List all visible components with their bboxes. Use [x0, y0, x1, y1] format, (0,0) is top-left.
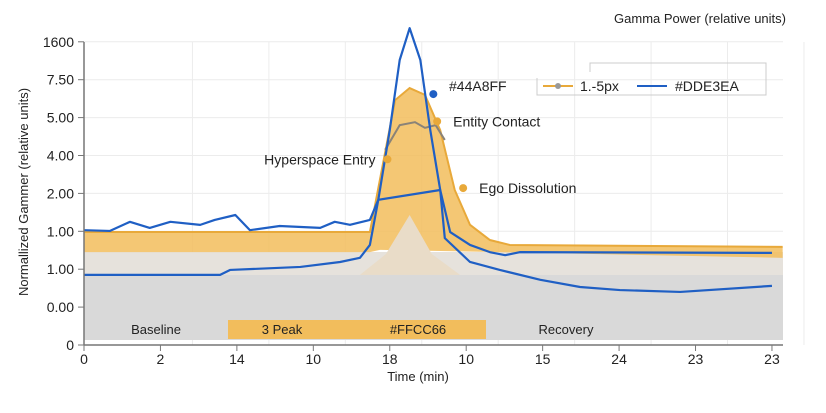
x-tick-label: 10 [458, 351, 474, 367]
y-tick-label: 5.00 [47, 110, 74, 126]
x-ticks: 0 2 14 10 18 10 15 24 23 23 [80, 345, 780, 367]
legend: #44A8FF 1.-5px #DDE3EA [449, 62, 767, 96]
y-tick-label: 1600 [43, 34, 74, 50]
annotation-marker [459, 184, 468, 193]
y-tick-label: 1.00 [47, 261, 74, 277]
orange-band-edge [84, 86, 783, 248]
legend-swatch-2-marker [555, 83, 561, 89]
y-tick-label: 0 [66, 337, 74, 353]
annotation-label: Ego Dissolution [479, 180, 576, 196]
phase-label-peak: 3 Peak [262, 322, 303, 337]
annotation-marker [429, 90, 438, 99]
series-layer [83, 27, 783, 294]
phase-bar: Baseline 3 Peak #FFCC66 Recovery [131, 320, 594, 339]
legend-entry-2: 1.-5px [580, 78, 619, 94]
legend-entry-3: #DDE3EA [675, 78, 739, 94]
x-tick-label: 0 [80, 351, 88, 367]
annotation-marker [383, 155, 392, 164]
legend-bracket [536, 62, 767, 96]
annotation-label: Entity Contact [453, 113, 540, 129]
y-ticks: 0 0.00 1.00 1.00 2.00 4.00 5.00 7.50 1600 [43, 34, 84, 353]
y-tick-label: 1.00 [47, 223, 74, 239]
x-axis-label: Time (min) [387, 369, 449, 384]
x-tick-label: 14 [229, 351, 245, 367]
x-tick-label: 23 [688, 351, 704, 367]
y-tick-label: 4.00 [47, 148, 74, 164]
legend-entry-1: #44A8FF [449, 78, 507, 94]
peak-phase-band [228, 320, 486, 339]
phase-label-color: #FFCC66 [390, 322, 446, 337]
x-tick-label: 24 [611, 351, 627, 367]
x-tick-label: 2 [157, 351, 165, 367]
chart-title: Gamma Power (relative units) [614, 11, 786, 26]
annotation-label: Hyperspace Entry [264, 151, 375, 167]
annotations: Hyperspace Entry Entity Contact Ego Dissol… [264, 90, 576, 196]
phase-label-baseline: Baseline [131, 322, 181, 337]
y-axis-label: Normallized Gammer (relative units) [16, 88, 31, 296]
orange-band [84, 88, 783, 258]
blue-series-line-upper [83, 27, 772, 257]
beige-hump [359, 215, 461, 275]
y-tick-label: 7.50 [47, 72, 74, 88]
x-tick-label: 15 [535, 351, 551, 367]
y-tick-label: 2.00 [47, 185, 74, 201]
y-tick-label: 0.00 [47, 299, 74, 315]
x-tick-label: 23 [764, 351, 780, 367]
gray-series-line [384, 121, 446, 151]
blue-series-line-lower [84, 188, 773, 294]
x-tick-label: 10 [306, 351, 322, 367]
annotation-marker [433, 117, 442, 126]
phase-label-recovery: Recovery [539, 322, 594, 337]
x-tick-label: 18 [382, 351, 398, 367]
